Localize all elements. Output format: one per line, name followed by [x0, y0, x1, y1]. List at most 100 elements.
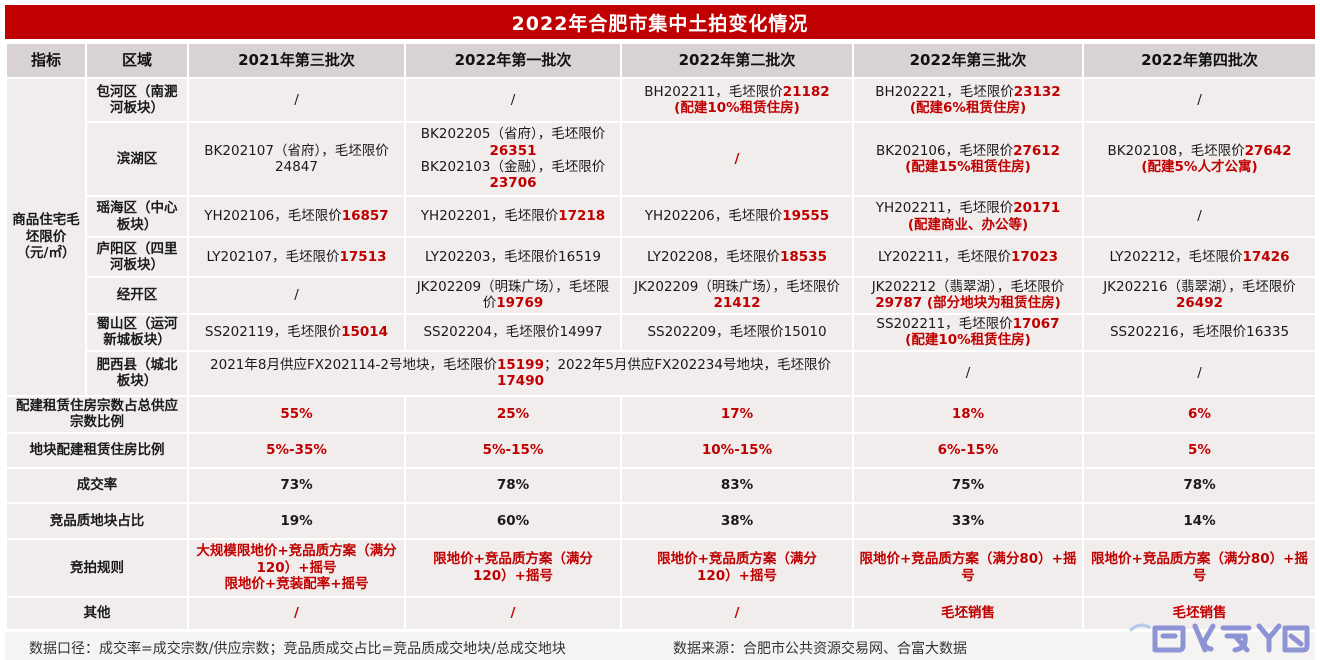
metric-cell: 6% — [1082, 394, 1317, 434]
price-cell: SS202211，毛坯限价17067 (配建10%租赁住房) — [852, 312, 1084, 352]
price-cell: YH202206，毛坯限价19555 — [620, 195, 854, 238]
metric-label: 地块配建租赁住房比例 — [5, 431, 189, 469]
header-cell-batch-2021-3: 2021年第三批次 — [187, 42, 406, 79]
footer-note: 数据口径：成交率=成交宗数/供应宗数；竞品质成交占比=竞品质成交地块/总成交地块 — [29, 641, 566, 658]
price-cell: LY202211，毛坯限价17023 — [852, 236, 1084, 278]
metric-cell: 5% — [1082, 431, 1317, 469]
metric-cell: 限地价+竞品质方案（满分80）+摇号 — [852, 537, 1084, 598]
metric-cell: 10%-15% — [620, 431, 854, 469]
table-row: 经开区 / JK202209（明珠广场），毛坯限价19769 JK202209（… — [6, 276, 1317, 315]
metric-cell: 17% — [620, 394, 854, 434]
metric-cell: 限地价+竞品质方案（满分120）+摇号 — [404, 537, 622, 598]
table-row: 地块配建租赁住房比例 5%-35% 5%-15% 10%-15% 6%-15% … — [5, 431, 1317, 469]
metric-cell: 25% — [404, 394, 622, 434]
header-cell-batch-2022-2: 2022年第二批次 — [620, 42, 854, 79]
metric-cell: 73% — [187, 466, 406, 504]
price-cell: LY202107，毛坯限价17513 — [187, 236, 406, 278]
metric-cell: 83% — [620, 466, 854, 504]
metric-cell: 5%-35% — [187, 431, 406, 469]
metric-cell: 33% — [852, 501, 1084, 540]
price-cell: JK202209（明珠广场），毛坯限价21412 — [620, 276, 854, 315]
table-row: 竞拍规则 大规模限地价+竞品质方案（满分120）+摇号 限地价+竞装配率+摇号 限… — [5, 537, 1317, 598]
price-cell-merged: 2021年8月供应FX202114-2号地块，毛坯限价15199；2022年5月… — [187, 349, 854, 397]
metric-cell: 限地价+竞品质方案（满分120）+摇号 — [620, 537, 854, 598]
metric-label: 其他 — [5, 595, 189, 631]
region-cell: 庐阳区（四里河板块） — [85, 236, 189, 278]
table-row: 滨湖区 BK202107（省府），毛坯限价24847 BK202205（省府），… — [6, 121, 1317, 197]
price-cell: / — [620, 121, 854, 197]
price-cell: / — [187, 276, 406, 315]
metric-cell: / — [404, 595, 622, 631]
price-cell: YH202106，毛坯限价16857 — [187, 195, 406, 238]
header-row: 指标 区域 2021年第三批次 2022年第一批次 2022年第二批次 2022… — [5, 42, 1317, 79]
table-title: 2022年合肥市集中土拍变化情况 — [5, 5, 1315, 39]
metric-cell: 毛坯销售 — [1082, 595, 1317, 631]
metric-cell: 5%-15% — [404, 431, 622, 469]
metric-cell: 限地价+竞品质方案（满分80）+摇号 — [1082, 537, 1317, 598]
header-cell-batch-2022-1: 2022年第一批次 — [404, 42, 622, 79]
metric-cell: 75% — [852, 466, 1084, 504]
metric-cell: 6%-15% — [852, 431, 1084, 469]
price-cell: JK202216（翡翠湖），毛坯限价26492 — [1082, 276, 1317, 315]
price-cell: BK202107（省府），毛坯限价24847 — [187, 121, 406, 197]
metric-cell: 38% — [620, 501, 854, 540]
price-cell: JK202212（翡翠湖），毛坯限价29787 (部分地块为租赁住房) — [852, 276, 1084, 315]
price-cell: / — [1082, 195, 1317, 238]
region-cell: 蜀山区（运河新城板块） — [85, 312, 189, 352]
table-row: 肥西县（城北板块） 2021年8月供应FX202114-2号地块，毛坯限价151… — [6, 349, 1317, 397]
table-row: 庐阳区（四里河板块） LY202107，毛坯限价17513 LY202203，毛… — [6, 236, 1317, 278]
metric-cell: 大规模限地价+竞品质方案（满分120）+摇号 限地价+竞装配率+摇号 — [187, 537, 406, 598]
metric-cell: 18% — [852, 394, 1084, 434]
price-cell: LY202203，毛坯限价16519 — [404, 236, 622, 278]
price-cell: YH202211，毛坯限价20171 (配建商业、办公等) — [852, 195, 1084, 238]
metric-cell: 毛坯销售 — [852, 595, 1084, 631]
price-cell: BK202106，毛坯限价27612 (配建15%租赁住房) — [852, 121, 1084, 197]
table-row: 瑶海区（中心板块） YH202106，毛坯限价16857 YH202201，毛坯… — [6, 195, 1317, 238]
region-cell: 肥西县（城北板块） — [85, 349, 189, 397]
header-cell-indicator: 指标 — [5, 42, 87, 79]
table-row: 竞品质地块占比 19% 60% 38% 33% 14% — [5, 501, 1317, 540]
price-cell: BK202108，毛坯限价27642 (配建5%人才公寓) — [1082, 121, 1317, 197]
price-cell: LY202212，毛坯限价17426 — [1082, 236, 1317, 278]
price-cell: BH202221，毛坯限价23132 (配建6%租赁住房) — [852, 77, 1084, 123]
price-cell: / — [1082, 77, 1317, 123]
footer-source: 数据来源：合肥市公共资源交易网、合富大数据 — [673, 641, 967, 658]
land-auction-table: 指标 区域 2021年第三批次 2022年第一批次 2022年第二批次 2022… — [5, 42, 1317, 631]
metric-cell: 78% — [1082, 466, 1317, 504]
metric-cell: 55% — [187, 394, 406, 434]
price-cell: YH202201，毛坯限价17218 — [404, 195, 622, 238]
metric-cell: 78% — [404, 466, 622, 504]
price-cell: LY202208，毛坯限价18535 — [620, 236, 854, 278]
header-cell-region: 区域 — [85, 42, 189, 79]
price-cell: / — [852, 349, 1084, 397]
metric-cell: 19% — [187, 501, 406, 540]
price-cell: JK202209（明珠广场），毛坯限价19769 — [404, 276, 622, 315]
metric-cell: / — [187, 595, 406, 631]
footer: 数据口径：成交率=成交宗数/供应宗数；竞品质成交占比=竞品质成交地块/总成交地块… — [5, 631, 1315, 660]
price-cell: BH202211，毛坯限价21182 (配建10%租赁住房) — [620, 77, 854, 123]
watermark-logo — [1129, 623, 1310, 653]
metric-label: 成交率 — [5, 466, 189, 504]
metric-label: 竞品质地块占比 — [5, 501, 189, 540]
price-cell: SS202209，毛坯限价15010 — [620, 312, 854, 352]
metric-label: 竞拍规则 — [5, 537, 189, 598]
table-row: 配建租赁住房宗数占总供应宗数比例 55% 25% 17% 18% 6% — [5, 394, 1317, 434]
header-cell-batch-2022-4: 2022年第四批次 — [1082, 42, 1317, 79]
price-cell: BK202205（省府），毛坯限价26351 BK202103（金融），毛坯限价2… — [404, 121, 622, 197]
region-cell: 包河区（南淝河板块） — [85, 77, 189, 123]
metric-cell: 14% — [1082, 501, 1317, 540]
price-cell: / — [404, 77, 622, 123]
price-cell: / — [1082, 349, 1317, 397]
region-cell: 瑶海区（中心板块） — [85, 195, 189, 238]
price-cell: SS202119，毛坯限价15014 — [187, 312, 406, 352]
indicator-price-limit: 商品住宅毛坯限价（元/㎡） — [5, 77, 87, 397]
price-cell: SS202216，毛坯限价16335 — [1082, 312, 1317, 352]
price-cell: SS202204，毛坯限价14997 — [404, 312, 622, 352]
metric-cell: / — [620, 595, 854, 631]
region-cell: 经开区 — [85, 276, 189, 315]
metric-cell: 60% — [404, 501, 622, 540]
region-cell: 滨湖区 — [85, 121, 189, 197]
header-cell-batch-2022-3: 2022年第三批次 — [852, 42, 1084, 79]
metric-label: 配建租赁住房宗数占总供应宗数比例 — [5, 394, 189, 434]
